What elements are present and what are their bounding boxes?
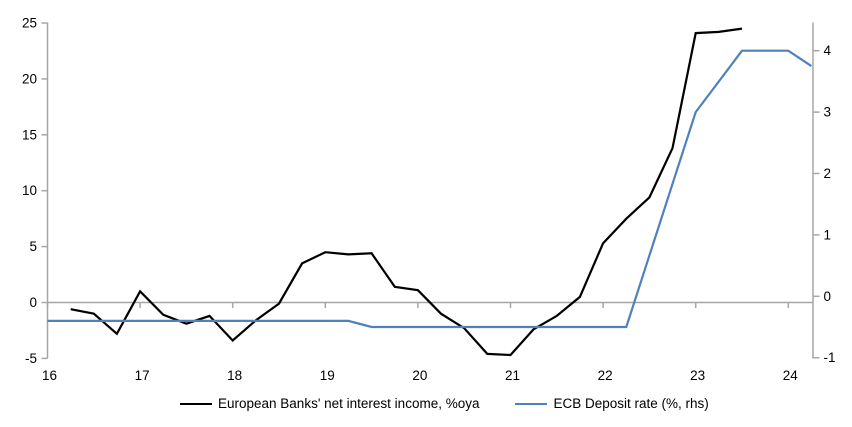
x-axis-tick-label: 22 bbox=[598, 368, 613, 383]
black-line-swatch bbox=[180, 402, 212, 405]
right-axis-tick-label: 1 bbox=[824, 227, 832, 242]
legend-label-ecb-deposit-rate: ECB Deposit rate (%, rhs) bbox=[553, 396, 709, 411]
right-axis-tick-label: 2 bbox=[824, 166, 832, 181]
left-axis-tick-label: 25 bbox=[22, 16, 37, 31]
legend-item-ecb-deposit-rate: ECB Deposit rate (%, rhs) bbox=[515, 396, 709, 411]
left-axis-tick-label: -5 bbox=[25, 351, 37, 366]
legend-label-net-interest-income: European Banks' net interest income, %oy… bbox=[218, 396, 480, 411]
left-axis-tick-label: 20 bbox=[22, 71, 37, 86]
right-axis-tick-label: -1 bbox=[824, 350, 836, 365]
ecb-deposit-rate-line bbox=[47, 49, 813, 329]
left-axis-tick-label: 15 bbox=[22, 127, 37, 142]
blue-line-swatch bbox=[515, 402, 548, 405]
left-axis-tick-label: 5 bbox=[29, 239, 37, 254]
x-axis-tick-label: 21 bbox=[505, 368, 520, 383]
left-axis-tick-label: 10 bbox=[22, 183, 37, 198]
european-banks-net-interest-income-line bbox=[70, 27, 743, 357]
x-axis-tick-label: 20 bbox=[412, 368, 427, 383]
x-axis-tick-label: 24 bbox=[783, 368, 799, 383]
x-axis-tick-label: 16 bbox=[42, 368, 57, 383]
x-axis-tick-label: 19 bbox=[320, 368, 335, 383]
chart-legend: European Banks' net interest income, %oy… bbox=[180, 396, 709, 411]
right-axis-tick-label: 0 bbox=[824, 289, 832, 304]
right-axis-tick-label: 4 bbox=[824, 43, 832, 58]
x-axis-tick-label: 18 bbox=[227, 368, 242, 383]
left-axis-tick-label: 0 bbox=[29, 295, 37, 310]
legend-item-net-interest-income: European Banks' net interest income, %oy… bbox=[180, 396, 479, 411]
x-axis-tick-label: 17 bbox=[135, 368, 150, 383]
x-axis-tick-label: 23 bbox=[690, 368, 705, 383]
right-axis-tick-label: 3 bbox=[824, 105, 832, 120]
